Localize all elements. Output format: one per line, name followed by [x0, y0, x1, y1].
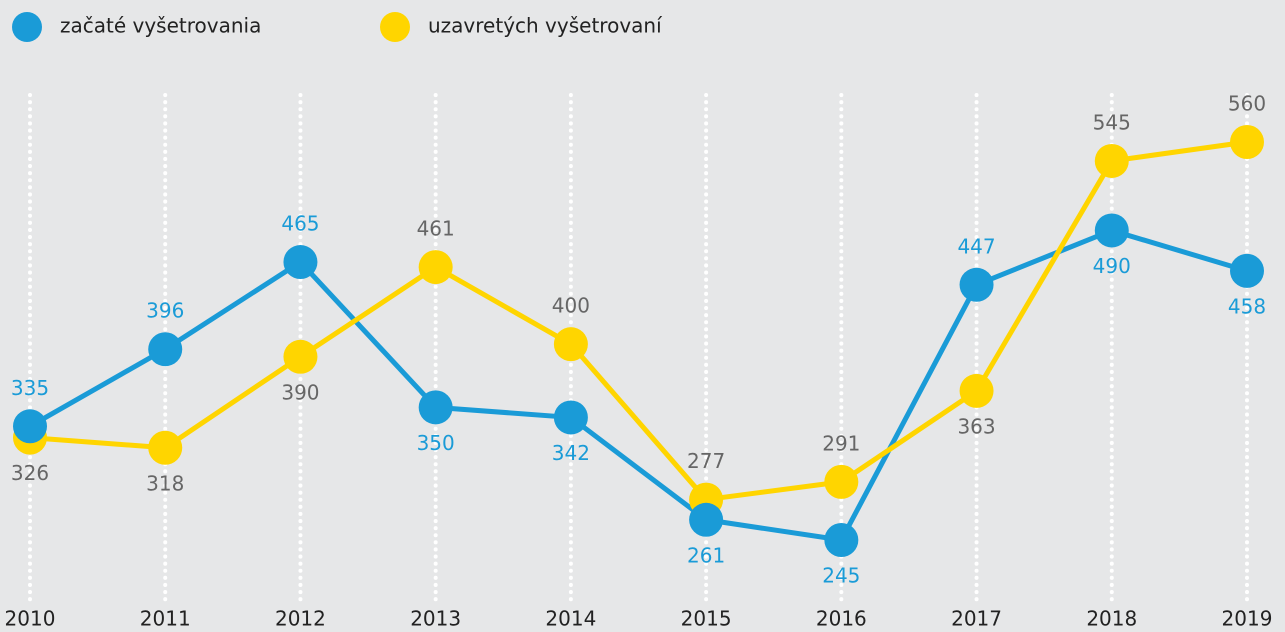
data-label: 342: [552, 441, 590, 465]
data-label: 318: [146, 471, 184, 495]
data-label: 465: [281, 212, 319, 236]
data-label: 245: [822, 564, 860, 588]
data-point: [553, 327, 588, 362]
data-label: 363: [957, 414, 995, 438]
data-label: 560: [1228, 92, 1266, 116]
x-tick-label: 2016: [816, 607, 867, 631]
data-label: 326: [11, 461, 49, 485]
x-tick-label: 2017: [951, 607, 1002, 631]
data-point: [689, 502, 724, 537]
data-label: 335: [11, 376, 49, 400]
data-point: [13, 409, 47, 444]
data-point: [418, 390, 453, 425]
legend-label: uzavretých vyšetrovaní: [428, 14, 663, 38]
data-label: 447: [957, 234, 995, 258]
legend-marker: [12, 12, 42, 42]
data-point: [824, 464, 859, 499]
data-point: [148, 332, 183, 367]
data-label: 396: [146, 299, 184, 323]
x-tick-label: 2013: [410, 607, 461, 631]
data-label: 458: [1228, 294, 1266, 318]
data-point: [418, 250, 453, 285]
data-point: [1094, 213, 1129, 248]
data-point: [283, 245, 318, 280]
legend-label: začaté vyšetrovania: [60, 14, 261, 38]
x-tick-label: 2019: [1222, 607, 1273, 631]
data-point: [148, 430, 183, 465]
data-label: 390: [281, 380, 319, 404]
data-label: 261: [687, 543, 725, 567]
x-tick-label: 2015: [681, 607, 732, 631]
x-tick-label: 2010: [5, 607, 56, 631]
data-point: [824, 523, 859, 557]
data-label: 291: [822, 431, 860, 455]
x-tick-label: 2014: [545, 607, 596, 631]
data-label: 400: [552, 294, 590, 318]
data-point: [553, 400, 588, 435]
data-label: 350: [417, 431, 455, 455]
data-label: 277: [687, 449, 725, 473]
data-point: [283, 339, 318, 374]
data-label: 461: [417, 217, 455, 241]
data-label: 545: [1093, 110, 1131, 134]
series-line: [28, 227, 1248, 543]
x-tick-label: 2018: [1086, 607, 1137, 631]
data-point: [959, 373, 994, 408]
data-label: 490: [1093, 254, 1131, 278]
series-line: [29, 139, 1248, 503]
data-point: [1094, 143, 1129, 178]
data-point: [1230, 253, 1264, 288]
x-tick-label: 2011: [140, 607, 191, 631]
legend-marker: [380, 12, 410, 42]
x-tick-label: 2012: [275, 607, 326, 631]
data-point: [959, 267, 994, 302]
data-point: [1230, 125, 1264, 159]
